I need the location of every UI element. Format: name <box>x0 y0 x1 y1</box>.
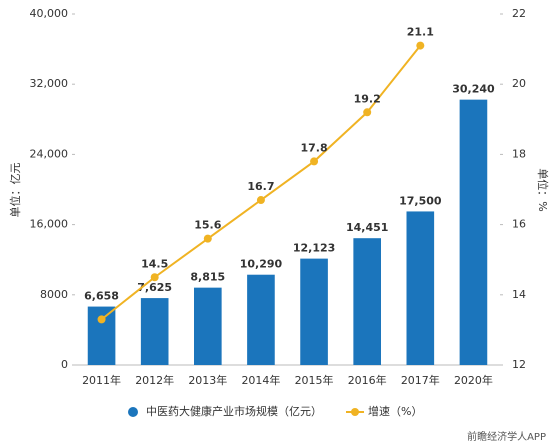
legend-swatch <box>351 408 359 416</box>
y2-axis-label: 单位：% <box>536 168 550 211</box>
line-value-label: 14.5 <box>141 257 168 270</box>
x-tick-label: 2020年 <box>454 373 493 387</box>
bar <box>459 99 488 366</box>
line-value-label: 15.6 <box>194 219 221 232</box>
legend-label: 中医药大健康产业市场规模（亿元） <box>146 404 322 418</box>
line-value-label: 19.2 <box>354 92 381 105</box>
x-tick-label: 2016年 <box>348 373 387 387</box>
y2-tick-label: 18 <box>512 147 526 160</box>
bar-value-label: 8,815 <box>190 271 225 284</box>
x-tick-label: 2011年 <box>82 373 121 387</box>
bar <box>406 211 435 365</box>
line-value-label: 21.1 <box>407 26 434 39</box>
bar <box>140 298 169 365</box>
line-point <box>203 234 212 243</box>
bar-value-label: 14,451 <box>346 221 388 234</box>
line-value-label: 17.8 <box>300 141 327 154</box>
line-point <box>310 157 319 166</box>
line-point <box>150 273 159 282</box>
bar-value-label: 30,240 <box>452 83 495 96</box>
y-tick-label: 0 <box>61 358 68 371</box>
bar-value-label: 12,123 <box>293 242 335 255</box>
x-tick-label: 2012年 <box>135 373 174 387</box>
bar-value-label: 6,658 <box>84 290 119 303</box>
bar <box>87 306 116 365</box>
bar <box>194 287 222 365</box>
line-point <box>256 196 265 205</box>
y2-tick-label: 12 <box>512 358 526 371</box>
x-tick-label: 2013年 <box>188 373 227 387</box>
y2-tick-label: 22 <box>512 7 526 20</box>
line-point <box>97 315 106 324</box>
bar <box>300 258 328 365</box>
y-tick-label: 32,000 <box>30 77 69 90</box>
x-tick-label: 2017年 <box>401 373 440 387</box>
bar <box>353 238 381 365</box>
x-tick-label: 2014年 <box>241 373 280 387</box>
y-tick-label: 24,000 <box>30 147 69 160</box>
y-tick-label: 40,000 <box>30 7 69 20</box>
y2-tick-label: 14 <box>512 288 526 301</box>
bar <box>247 274 275 365</box>
legend-swatch <box>128 407 138 417</box>
y2-tick-label: 16 <box>512 218 526 231</box>
line-point <box>363 108 372 117</box>
y-axis-label: 单位：亿元 <box>8 163 22 218</box>
y-tick-label: 16,000 <box>30 218 69 231</box>
legend-label: 增速（%） <box>368 404 422 418</box>
line-point <box>416 41 425 50</box>
line-value-label: 16.7 <box>247 180 274 193</box>
y-tick-label: 8000 <box>40 288 68 301</box>
bar-value-label: 17,500 <box>399 194 442 207</box>
y2-tick-label: 20 <box>512 77 526 90</box>
x-tick-label: 2015年 <box>295 373 334 387</box>
source: 前瞻经济学人APP <box>467 430 546 443</box>
bar-value-label: 10,290 <box>240 258 283 271</box>
